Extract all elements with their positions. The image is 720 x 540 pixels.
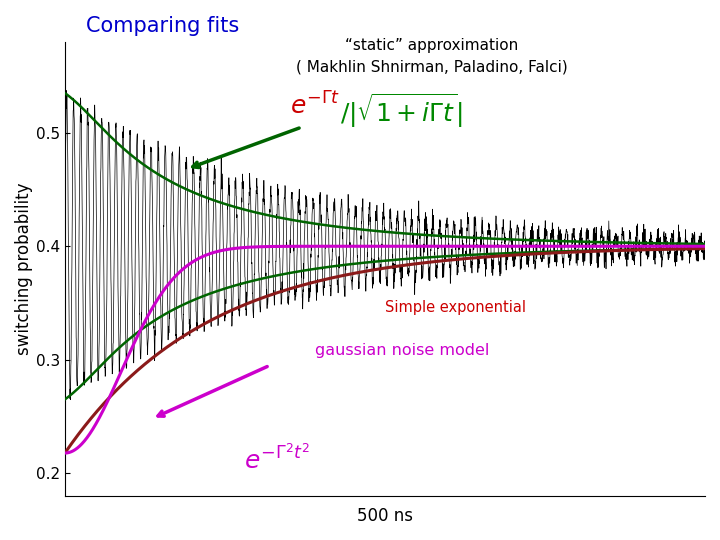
Text: Simple exponential: Simple exponential — [385, 300, 526, 315]
Text: gaussian noise model: gaussian noise model — [315, 343, 489, 358]
Y-axis label: switching probability: switching probability — [15, 183, 33, 355]
Text: Comparing fits: Comparing fits — [86, 16, 240, 36]
Text: $e^{-\Gamma t}$: $e^{-\Gamma t}$ — [289, 92, 340, 119]
X-axis label: 500 ns: 500 ns — [357, 507, 413, 525]
Text: $e^{-\Gamma^2 t^2}$: $e^{-\Gamma^2 t^2}$ — [244, 443, 310, 474]
Text: “static” approximation: “static” approximation — [346, 38, 518, 53]
Text: ( Makhlin Shnirman, Paladino, Falci): ( Makhlin Shnirman, Paladino, Falci) — [296, 59, 568, 75]
Text: $/|\sqrt{1+i\Gamma t}|$: $/|\sqrt{1+i\Gamma t}|$ — [340, 92, 463, 131]
